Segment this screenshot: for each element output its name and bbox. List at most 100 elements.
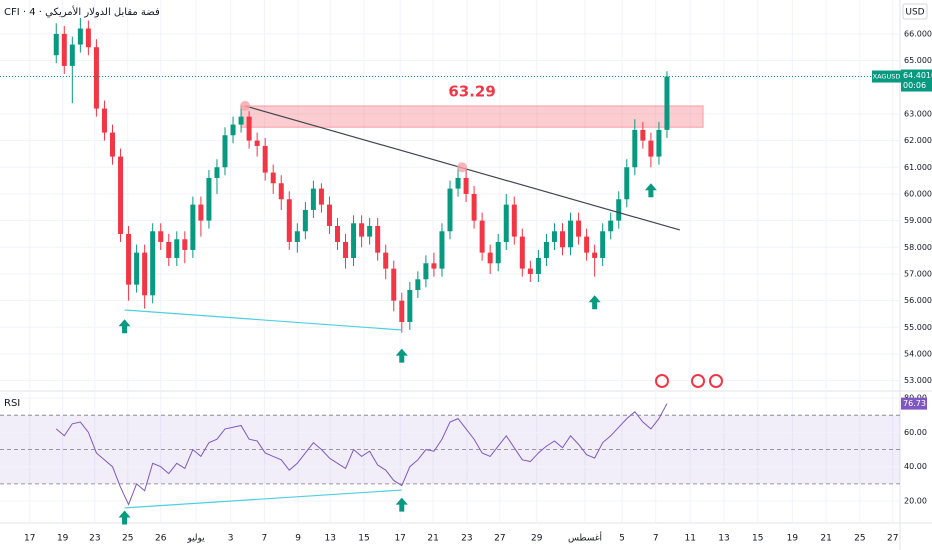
y-tick-label: 58.0000 [904, 243, 932, 252]
candle-body [286, 199, 292, 242]
candle-body [463, 177, 469, 194]
candle-body [206, 177, 212, 221]
candle-body [93, 47, 99, 109]
y-tick-label: 55.0000 [904, 323, 932, 332]
candle-body [190, 204, 196, 250]
candle-body [616, 199, 622, 221]
candle-body [318, 188, 324, 205]
candle-body [158, 231, 164, 242]
event-icon[interactable] [709, 374, 723, 388]
pivot-marker [240, 100, 251, 111]
last-value: 76.73 [903, 399, 926, 408]
y-tick-label: 63.0000 [904, 109, 932, 118]
currency[interactable]: USD [905, 8, 924, 18]
candle-body [455, 177, 461, 189]
candle-body [359, 223, 365, 237]
x-tick-label: 13 [718, 534, 729, 544]
x-tick-label: 5 [619, 534, 625, 544]
last-name-box [872, 70, 901, 83]
x-tick-label: 13 [325, 534, 336, 544]
x-tick-label: 15 [752, 534, 763, 544]
x-tick-label: 21 [820, 534, 831, 544]
candle-body [576, 220, 582, 237]
signal-arrow [395, 497, 408, 512]
y-tick-label: 62.0000 [904, 136, 932, 145]
candle-body [592, 252, 598, 258]
y-tick-label: 54.0000 [904, 349, 932, 358]
x-tick-label: 23 [89, 534, 100, 544]
candle-body [543, 241, 549, 258]
candle-body [254, 140, 260, 146]
candle-body [487, 252, 493, 264]
y-tick-label: 61.0000 [904, 163, 932, 172]
signal-arrow [644, 183, 657, 198]
x-tick-label: 19 [787, 534, 799, 544]
currency-box[interactable] [902, 3, 928, 20]
last-value-box [901, 397, 927, 410]
event-icon[interactable] [655, 374, 669, 388]
candle-body [664, 76, 670, 130]
candle-body [351, 223, 357, 258]
candle-body [182, 239, 188, 250]
candle-body [343, 241, 349, 258]
x-tick-label: 25 [122, 534, 133, 544]
event-icons[interactable] [655, 374, 723, 388]
candle-body [222, 135, 228, 168]
candle-body [214, 167, 220, 178]
y-tick-label: 20.00 [904, 497, 927, 506]
zone-label: 63.29 [448, 82, 495, 100]
x-tick-label: 17 [24, 534, 35, 544]
candle-body [278, 183, 284, 200]
x-tick-label: 19 [57, 534, 69, 544]
y-tick-label: 56.0000 [904, 296, 932, 305]
candle-body [415, 279, 421, 290]
candle-body [77, 28, 83, 45]
candle-body [527, 268, 533, 274]
y-tick-label: 53.0000 [904, 376, 932, 385]
candle-body [375, 225, 381, 253]
last-name: XAGUSD [873, 73, 901, 81]
candle-body [447, 188, 453, 232]
y-tick-label: 40.00 [904, 462, 927, 471]
candle-body [367, 225, 373, 237]
candle-body [69, 44, 75, 66]
x-tick-label: 9 [295, 534, 301, 544]
candle-body [85, 28, 91, 48]
candle-body [495, 241, 501, 264]
candle-body [640, 129, 646, 141]
candle-body [656, 129, 662, 157]
candle-body [270, 172, 276, 184]
chart-title: CFI · فضة مقابل الدولار الأمريكي · 4 [4, 5, 160, 18]
candle-body [262, 145, 268, 173]
candle-body [198, 204, 204, 221]
candle-body [326, 204, 332, 226]
candle-body [423, 263, 429, 280]
event-icon[interactable] [691, 374, 705, 388]
candle-body [335, 225, 340, 242]
candle-body [584, 236, 590, 253]
x-tick-label: 11 [685, 534, 696, 544]
candle-body [431, 263, 437, 269]
candle-body [302, 209, 308, 232]
candle-body [407, 289, 413, 322]
candle-body [568, 220, 574, 248]
x-tick-label: 25 [854, 534, 865, 544]
countdown: 00:06 [903, 81, 926, 90]
y-tick-label: 59.0000 [904, 216, 932, 225]
candle-body [560, 231, 565, 248]
candle-body [600, 231, 606, 258]
x-tick-label: 17 [394, 534, 405, 544]
signal-arrow [395, 348, 408, 363]
pivot-marker [457, 162, 468, 173]
rsi-title: RSI [4, 398, 20, 409]
candle-body [134, 252, 140, 285]
signal-arrow [118, 510, 131, 525]
candle-body [246, 116, 252, 141]
candle-body [101, 108, 107, 133]
x-tick-label: 21 [427, 534, 438, 544]
candle-body [126, 233, 132, 285]
candle-body [142, 252, 148, 296]
x-tick-label: يوليو [186, 534, 205, 544]
